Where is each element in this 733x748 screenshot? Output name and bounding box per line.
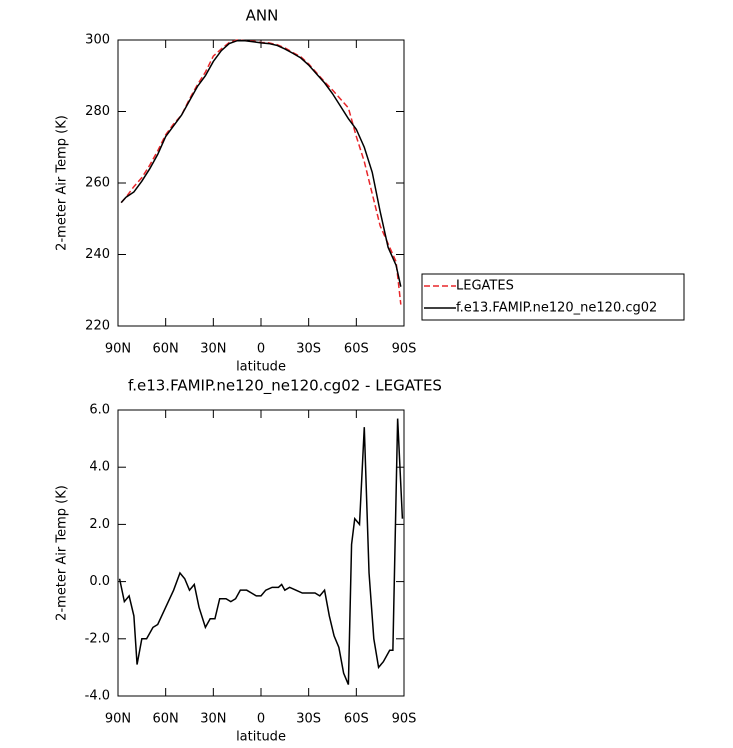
legend-box	[421, 273, 685, 321]
chart-title: f.e13.FAMIP.ne120_ne120.cg02 - LEGATES	[128, 377, 442, 396]
x-tick-label: 90N	[105, 342, 131, 357]
chart-title: ANN	[246, 7, 279, 25]
y-tick-label: 2.0	[89, 517, 110, 532]
x-tick-label: 90S	[392, 342, 417, 357]
x-tick-label: 90N	[105, 712, 131, 727]
y-tick-label: 300	[85, 33, 110, 48]
legend-label: f.e13.FAMIP.ne120_ne120.cg02	[456, 301, 657, 316]
x-tick-label: 90S	[392, 712, 417, 727]
data-line	[120, 39, 402, 305]
x-tick-label: 60S	[344, 342, 369, 357]
data-line	[120, 39, 402, 287]
x-tick-label: 60S	[344, 712, 369, 727]
plot-frame	[117, 409, 405, 697]
x-tick-label: 30N	[200, 712, 226, 727]
y-tick-label: -4.0	[85, 689, 110, 704]
plot-frame	[117, 39, 405, 327]
x-tick-label: 30S	[296, 712, 321, 727]
x-axis-label: latitude	[236, 730, 286, 745]
legend-label: LEGATES	[456, 279, 514, 294]
data-line	[118, 418, 404, 685]
x-tick-label: 60N	[153, 342, 179, 357]
y-tick-label: 220	[85, 319, 110, 334]
x-tick-label: 60N	[153, 712, 179, 727]
y-tick-label: 260	[85, 176, 110, 191]
x-tick-label: 0	[257, 342, 265, 357]
x-tick-label: 0	[257, 712, 265, 727]
y-tick-label: 4.0	[89, 460, 110, 475]
x-axis-label: latitude	[236, 360, 286, 375]
y-tick-label: 6.0	[89, 403, 110, 418]
x-tick-label: 30N	[200, 342, 226, 357]
y-axis-label: 2-meter Air Temp (K)	[55, 485, 70, 621]
y-tick-label: -2.0	[85, 631, 110, 646]
y-axis-label: 2-meter Air Temp (K)	[55, 115, 70, 251]
x-tick-label: 30S	[296, 342, 321, 357]
y-tick-label: 0.0	[89, 574, 110, 589]
y-tick-label: 240	[85, 247, 110, 262]
y-tick-label: 280	[85, 104, 110, 119]
